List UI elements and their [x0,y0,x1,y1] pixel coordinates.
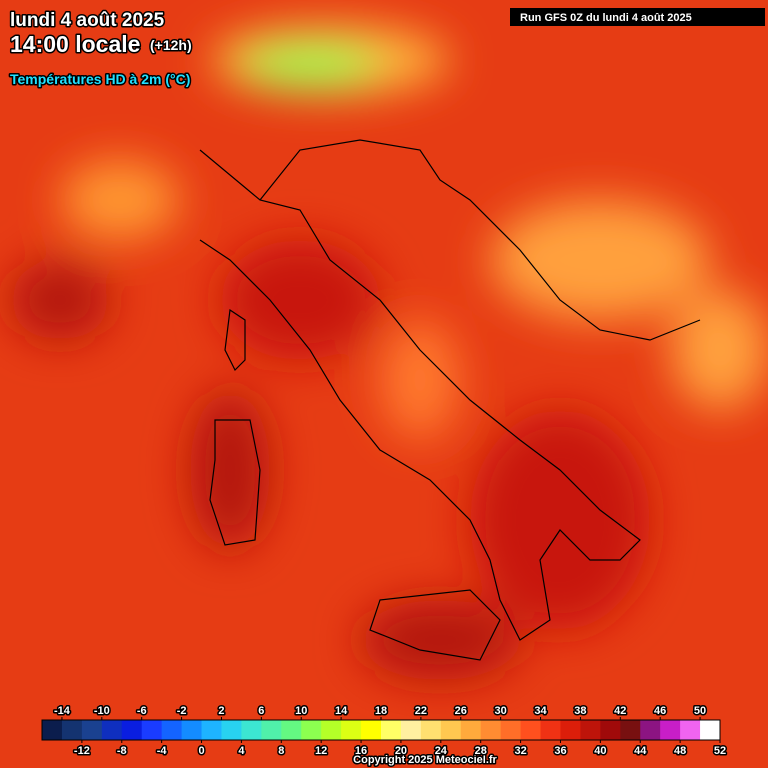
legend-cell [680,720,701,740]
legend-label: 30 [495,705,507,717]
legend-cell [500,720,522,740]
legend-cell [141,720,163,740]
legend-label: 40 [594,745,606,757]
legend-label: 6 [258,705,264,717]
legend-cell [381,720,402,740]
legend-cell [560,720,581,740]
legend-cell [341,720,362,740]
legend-cell [580,720,601,740]
copyright: Copyright 2025 Meteociel.fr [353,754,497,766]
legend-label: -14 [54,705,71,717]
legend-label: 32 [514,745,526,757]
legend-cell [540,720,561,740]
legend-cell [281,720,302,740]
time: 14:00 locale [10,31,140,57]
legend-cell [620,720,641,740]
legend-label: 50 [694,705,706,717]
legend-cell [81,720,103,740]
legend-label: -2 [177,705,187,717]
legend-label: 2 [218,705,224,717]
legend-cell [520,720,542,740]
coastlines [199,139,701,661]
legend-cell [42,720,63,740]
legend-label: 0 [198,745,204,757]
legend-cell [660,720,681,740]
legend-cell [101,720,123,740]
legend-cell [640,720,661,740]
legend-cell [181,720,203,740]
temperature-field [10,25,768,680]
legend-cell [161,720,183,740]
legend-label: 18 [375,705,387,717]
legend-label: 36 [554,745,566,757]
legend-label: 16 [355,745,367,757]
variable: Températures HD à 2m (°C) [10,71,190,87]
legend-cell [301,720,322,740]
run-box [510,8,765,26]
legend-label: 12 [315,745,327,757]
legend-label: 14 [335,705,348,717]
legend-label: 22 [415,705,427,717]
legend-label: 34 [534,705,547,717]
legend-cell [400,720,422,740]
legend-cell [241,720,262,740]
legend-label: -8 [117,745,127,757]
legend-label: -4 [157,745,168,757]
run-info: Run GFS 0Z du lundi 4 août 2025 [520,12,692,24]
legend-cell [261,720,282,740]
legend-cell [321,720,342,740]
legend-cell [440,720,462,740]
legend-cell [201,720,222,740]
legend-label: 52 [714,745,726,757]
legend-label: -12 [74,745,90,757]
legend-label: 28 [475,745,487,757]
legend-label: 20 [395,745,407,757]
offset: (+12h) [150,37,192,53]
legend-label: 26 [455,705,467,717]
legend-label: -10 [94,705,110,717]
legend-cell [700,720,721,740]
legend-cell [121,720,143,740]
legend-cell [61,720,83,740]
legend-label: 44 [634,745,647,757]
legend-cell [420,720,442,740]
legend-label: 38 [574,705,586,717]
legend-cell [361,720,382,740]
legend-cell [221,720,242,740]
legend-cell [480,720,502,740]
legend-cell [460,720,482,740]
legend-label: -6 [137,705,147,717]
legend-label: 46 [654,705,666,717]
legend-label: 42 [614,705,626,717]
legend-label: 10 [295,705,307,717]
legend-label: 8 [278,745,284,757]
legend-label: 48 [674,745,686,757]
legend-cell [600,720,621,740]
legend-label: 24 [435,745,448,757]
date: lundi 4 août 2025 [10,10,165,31]
legend-label: 4 [238,745,245,757]
